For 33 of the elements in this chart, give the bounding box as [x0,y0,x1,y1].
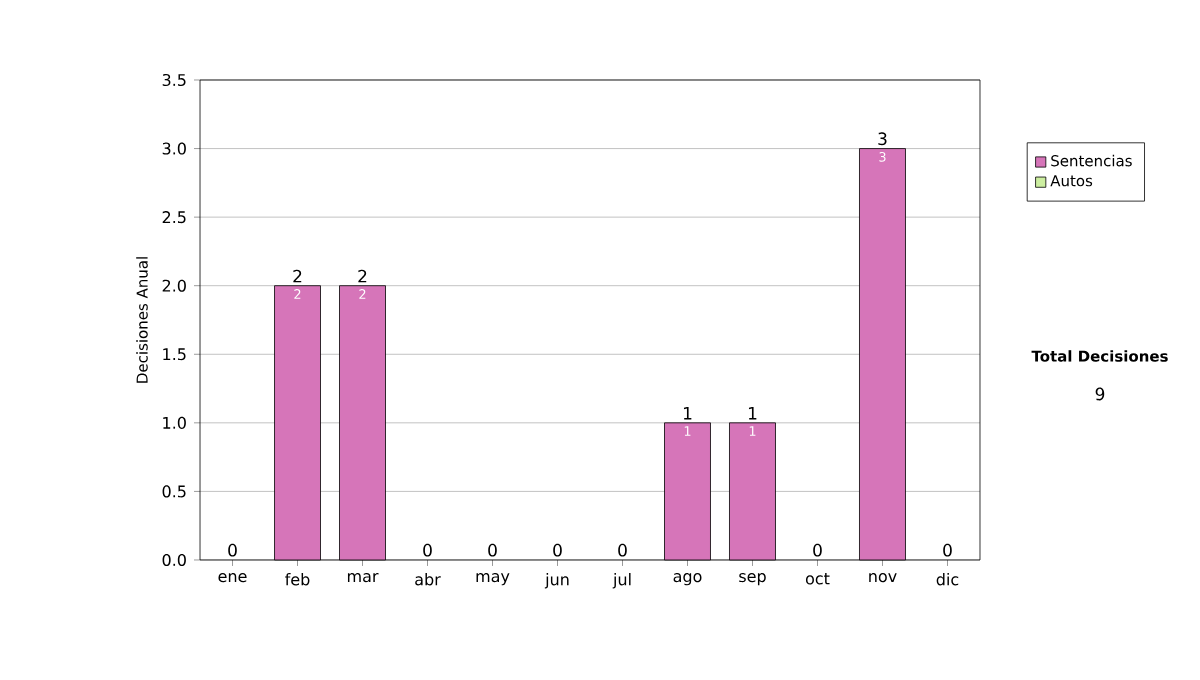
y-tick-label: 3.5 [162,73,186,87]
y-tick-label: 2.5 [162,211,186,224]
text: 9 [1095,387,1105,401]
y-tick-label: 0.0 [162,553,186,567]
x-tick-label: abr [415,573,441,586]
total-label: 0 [488,543,497,557]
total-label: 3 [878,132,887,146]
total-label: 0 [943,543,952,557]
total-label: 0 [228,543,237,557]
x-tick-label: jul [612,573,631,589]
y-tick-label: 2.0 [162,279,186,292]
x-tick-label: feb [285,573,310,586]
total-label: 0 [423,543,432,557]
total-label: 2 [358,269,367,283]
total-label: 2 [293,269,302,283]
x-tick-label: dic [936,573,959,586]
total-label: 1 [683,407,692,420]
y-tick-label: 0.5 [162,485,186,498]
total-label: 0 [618,543,627,557]
y-tick-label: 1.0 [163,416,186,429]
x-tick-label: oct [805,573,830,585]
x-tick-label: jun [544,573,569,589]
total-label: 0 [813,543,822,557]
x-tick-label: sep [739,573,766,586]
x-tick-label: nov [869,573,897,583]
total-label: 1 [748,407,757,420]
y-tick-label: 1.5 [163,348,186,361]
x-tick-label: ago [673,573,702,586]
x-tick-label: ene [218,573,247,583]
x-tick-label: mar [347,573,379,583]
y-tick-label: 3.0 [162,142,186,155]
x-tick-label: may [476,573,510,586]
total-label: 0 [553,543,562,557]
